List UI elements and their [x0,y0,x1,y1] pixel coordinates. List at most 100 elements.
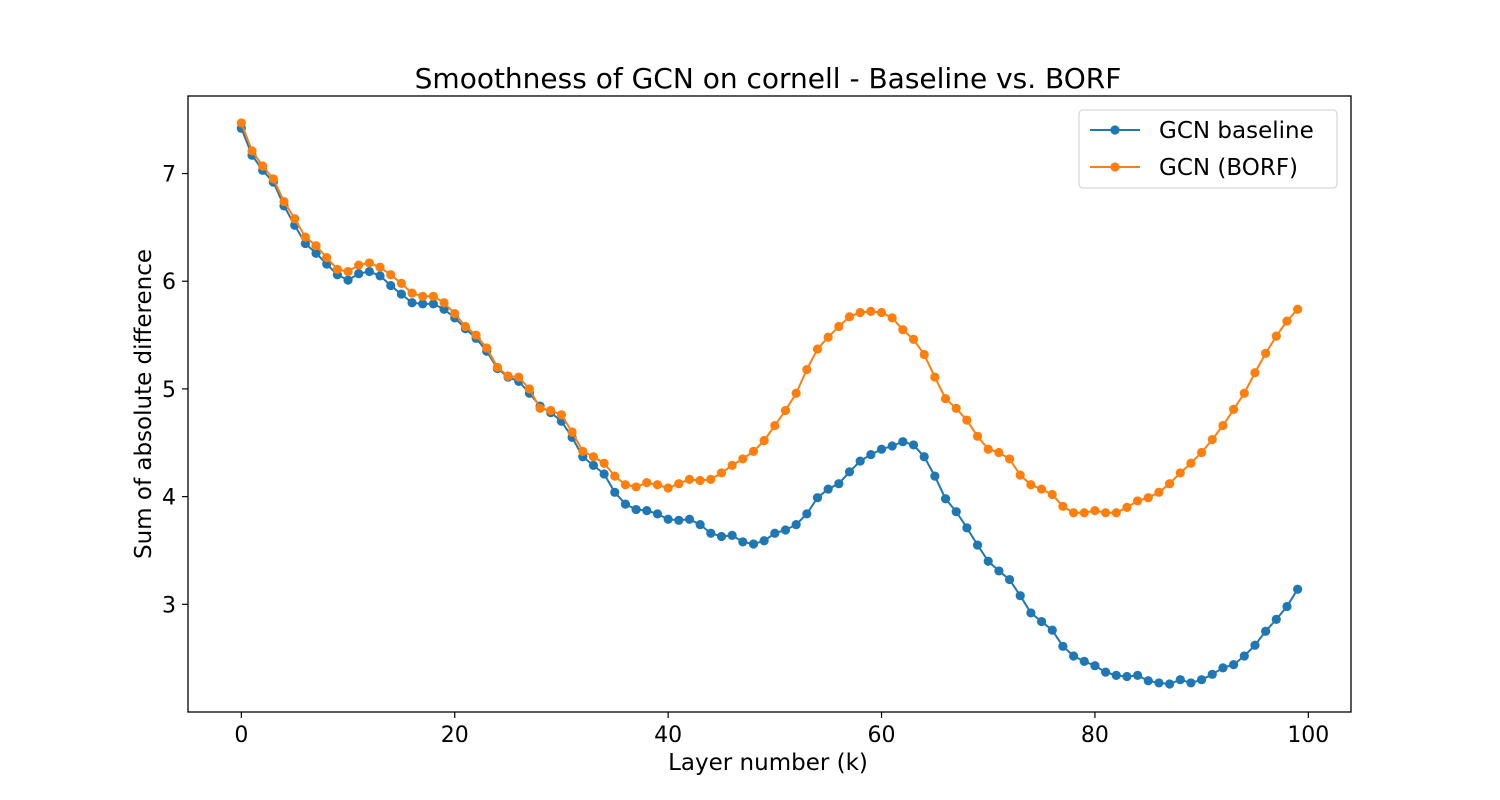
data-point [972,431,983,441]
data-point [1271,614,1281,624]
data-point [1068,508,1079,518]
data-point [1197,675,1207,685]
data-point [770,528,780,538]
data-point [898,437,908,447]
legend-label-1: GCN (BORF) [1159,155,1298,181]
data-point [311,248,321,258]
data-point [866,450,876,460]
data-point [1282,316,1292,326]
data-point [876,444,887,454]
data-point [599,458,609,468]
data-point [396,289,406,299]
data-point [503,371,513,381]
data-point [1271,331,1281,341]
data-point [1218,420,1228,431]
data-point [684,474,695,484]
data-point [652,480,663,490]
data-point [631,482,641,492]
chart-title: Smoothness of GCN on cornell - Baseline … [415,62,1122,95]
data-point [994,566,1004,576]
x-tick-label: 80 [1081,723,1109,748]
data-point [1197,447,1207,458]
data-point [908,334,919,344]
data-point [386,270,396,280]
data-point [1250,368,1260,378]
data-point [482,343,492,353]
data-point [1122,502,1132,512]
y-tick-label: 7 [162,163,176,188]
series-1 [236,118,1303,518]
data-point [1282,601,1292,612]
data-point [887,313,897,323]
data-point [759,436,769,446]
data-point [642,506,652,516]
x-tick-label: 40 [654,723,682,748]
data-point [620,480,631,490]
data-point [855,456,865,466]
data-point [1068,651,1079,661]
data-point [1186,458,1196,468]
data-point [439,298,449,308]
data-point [738,537,748,547]
data-point [908,440,919,450]
data-point [695,475,705,486]
data-point [1229,404,1239,414]
data-point [354,269,364,279]
data-point [322,259,332,269]
data-point [663,514,673,524]
data-point [1004,574,1015,585]
data-point [919,452,929,462]
data-point [1154,678,1164,688]
data-point [652,509,663,519]
data-point [407,288,417,298]
data-point [695,520,705,530]
data-point [1015,470,1025,480]
data-point [642,478,652,488]
data-point [524,384,535,394]
plot-frame [187,95,1352,713]
data-point [1207,434,1217,445]
data-point [823,332,833,342]
data-point [791,388,801,398]
data-point [418,291,428,301]
data-point [535,403,545,413]
data-point [759,536,769,546]
data-point [610,487,620,497]
data-point [343,275,353,285]
data-point [290,214,300,224]
series-line-1 [240,122,1299,514]
data-point [706,528,716,538]
data-point [1229,660,1239,670]
data-point [375,262,385,272]
series-line-0 [240,127,1299,685]
data-point [940,494,951,504]
data-point [450,308,460,319]
data-point [802,364,812,375]
data-point [1175,675,1185,685]
data-point [588,460,599,470]
data-point [1154,487,1164,497]
data-point [962,523,972,533]
data-point [919,349,929,360]
data-point [1122,671,1132,682]
data-point [1058,641,1068,651]
data-point [663,483,673,493]
data-point [300,238,310,249]
data-point [791,520,801,530]
data-point [674,515,684,525]
data-point [1207,669,1217,679]
data-point [834,479,844,489]
y-tick-label: 6 [162,270,176,295]
data-point [994,447,1004,458]
data-point [1293,304,1303,314]
data-point [1143,676,1153,686]
data-point [887,441,897,451]
data-point [1239,388,1249,398]
data-point [364,266,374,277]
data-point [460,321,471,332]
series-layer [236,118,1303,689]
data-point [1239,651,1249,661]
data-point [706,474,716,484]
data-point [588,452,599,462]
